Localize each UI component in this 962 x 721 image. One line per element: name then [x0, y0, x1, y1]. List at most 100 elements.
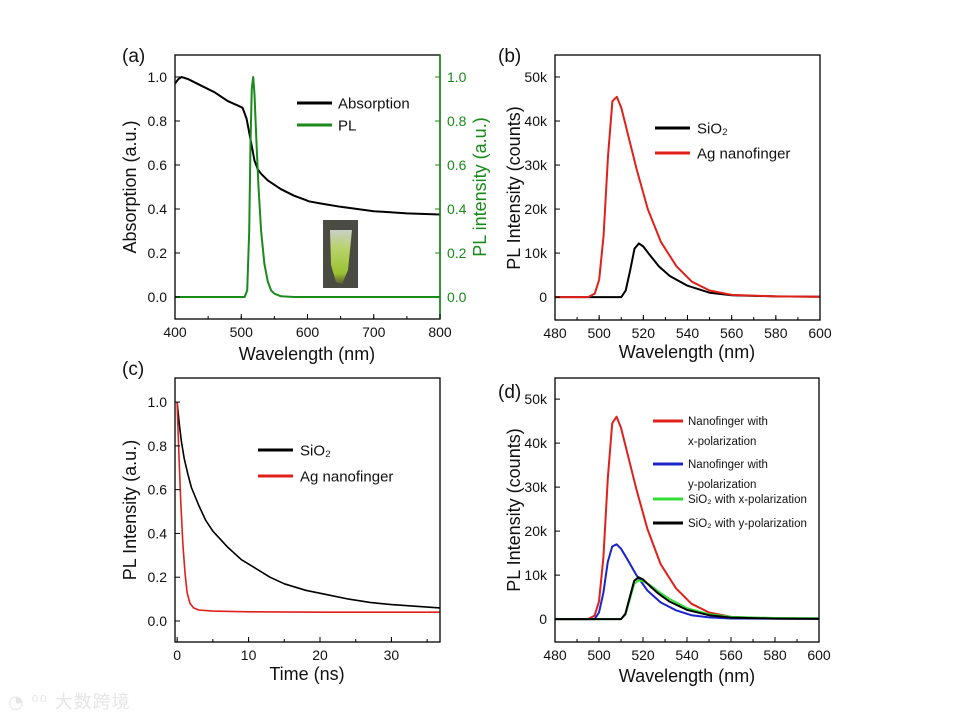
y-tick-label: 0.0: [148, 289, 168, 305]
y-axis-label: PL Intensity (counts): [504, 106, 524, 269]
y-tick-label: 1.0: [148, 69, 168, 85]
panel-letter: (c): [122, 359, 144, 380]
legend: SiO₂ Ag nanofinger: [258, 442, 393, 485]
series-line-1: [176, 402, 440, 614]
x-axis-label: Wavelength (nm): [619, 666, 755, 686]
legend-label: SiO₂: [697, 120, 728, 137]
x-tick-label: 20: [312, 647, 328, 663]
y-tick-label: 1.0: [148, 394, 168, 410]
legend-label: PL: [338, 117, 356, 134]
x-tick-label: 700: [362, 324, 386, 340]
x-tick-label: 520: [631, 647, 655, 663]
legend-label: Ag nanofinger: [697, 145, 790, 162]
y-axis-label: PL Intensity (counts): [504, 428, 524, 591]
y-tick-label: 10k: [524, 567, 548, 583]
y-right-tick-label: 0.2: [447, 245, 467, 261]
series-line-0: [176, 402, 440, 609]
legend-label: SiO₂ with y-polarization: [688, 518, 807, 530]
panel-letter: (a): [122, 46, 145, 67]
panel-b: 480 500 520 540 560 580 600 0 10k 20k 30k 40k 50k(b)…: [498, 46, 832, 362]
x-tick-label: 30: [384, 647, 400, 663]
y-tick-label: 0.8: [148, 113, 168, 129]
x-tick-label: 500: [230, 324, 254, 340]
legend-label-line2: y-polarization: [688, 479, 756, 491]
x-tick-label: 600: [296, 324, 320, 340]
x-tick-label: 540: [676, 325, 700, 341]
y-tick-label: 50k: [524, 69, 548, 85]
x-tick-label: 520: [632, 325, 656, 341]
panel-d: 480 500 520 540 560 580 600 0 10k 20k 30k 40k 50k(d)…: [498, 377, 831, 686]
plot-frame: [554, 54, 821, 321]
legend-label: Nanofinger with: [688, 459, 768, 471]
legend-label: Nanofinger with: [688, 416, 768, 428]
x-tick-label: 500: [587, 325, 611, 341]
y-tick-label: 0: [539, 611, 547, 627]
x-tick-label: 580: [764, 325, 788, 341]
y-tick-label: 20k: [524, 523, 548, 539]
y-axis-label: PL Intensity (a.u.): [120, 440, 140, 580]
legend-label-line2: x-polarization: [688, 436, 756, 448]
legend: SiO₂ Ag nanofinger: [655, 120, 790, 162]
y-tick-label: 0.8: [148, 438, 168, 454]
x-tick-label: 0: [173, 647, 181, 663]
series-line-1: [555, 95, 820, 299]
y-right-tick-label: 0.0: [447, 289, 467, 305]
series-line-1: [555, 543, 819, 621]
x-axis-label: Wavelength (nm): [619, 342, 755, 362]
panel-c: 0 10 20 30 0.0 0.2 0.4 0.6 0.8 1.0(c) Time (ns) PL …: [120, 359, 441, 684]
plot-frame: [554, 377, 820, 643]
x-tick-label: 580: [763, 647, 787, 663]
legend: Nanofinger with x-polarization Nanofinger …: [653, 416, 807, 530]
y-tick-label: 30k: [524, 157, 548, 173]
y-tick-label: 40k: [524, 113, 548, 129]
y-tick-label: 0: [539, 289, 547, 305]
y-tick-label: 0.4: [148, 201, 168, 217]
y-tick-label: 0.6: [148, 482, 168, 498]
legend: Absorption PL: [297, 95, 410, 134]
x-tick-label: 480: [543, 647, 567, 663]
series-line-1: [175, 76, 440, 298]
plot-frame: [174, 377, 441, 643]
y-right-tick-label: 0.4: [447, 201, 467, 217]
legend-label: Ag nanofinger: [300, 468, 393, 485]
panel-a: 400 500 600 700 800 0.0 0.0 0.2 0.2 0.4 0.4 0.6 0.6 0…: [120, 46, 490, 364]
x-tick-label: 480: [543, 325, 567, 341]
y-right-tick-label: 0.8: [447, 113, 467, 129]
x-tick-label: 540: [675, 647, 699, 663]
legend-label: SiO₂: [300, 442, 331, 459]
series-line-3: [555, 576, 819, 621]
x-tick-label: 600: [808, 325, 832, 341]
watermark-logo: ◔ ⁰⁰ 大数跨境: [8, 692, 131, 713]
x-tick-label: 560: [719, 647, 743, 663]
x-tick-label: 800: [428, 324, 452, 340]
y-tick-label: 0.4: [148, 525, 168, 541]
y-tick-label: 10k: [524, 245, 548, 261]
x-axis-label: Wavelength (nm): [239, 344, 375, 364]
legend-label: Absorption: [338, 95, 410, 112]
y-tick-label: 40k: [524, 435, 548, 451]
panel-letter: (b): [498, 46, 521, 67]
y-right-axis-label: PL intensity (a.u.): [470, 117, 490, 256]
watermark-text: 大数跨境: [54, 692, 131, 713]
y-tick-label: 0.6: [148, 157, 168, 173]
y-tick-label: 30k: [524, 479, 548, 495]
y-tick-label: 0.2: [148, 245, 168, 261]
y-right-tick-label: 0.6: [447, 157, 467, 173]
x-tick-label: 560: [720, 325, 744, 341]
legend-label: SiO₂ with x-polarization: [688, 494, 807, 506]
inset-vial-liquid: [330, 230, 352, 284]
x-tick-label: 10: [241, 647, 257, 663]
x-tick-label: 500: [587, 647, 611, 663]
x-axis-label: Time (ns): [269, 664, 344, 684]
series-line-0: [555, 415, 819, 621]
y-tick-label: 50k: [524, 391, 548, 407]
panel-letter: (d): [498, 382, 521, 403]
y-right-tick-label: 1.0: [447, 69, 467, 85]
x-tick-label: 600: [807, 647, 831, 663]
y-axis-label: Absorption (a.u.): [120, 120, 140, 253]
y-tick-label: 20k: [524, 201, 548, 217]
y-tick-label: 0.0: [148, 613, 168, 629]
series-line-0: [555, 242, 820, 299]
series-line-0: [175, 76, 440, 216]
